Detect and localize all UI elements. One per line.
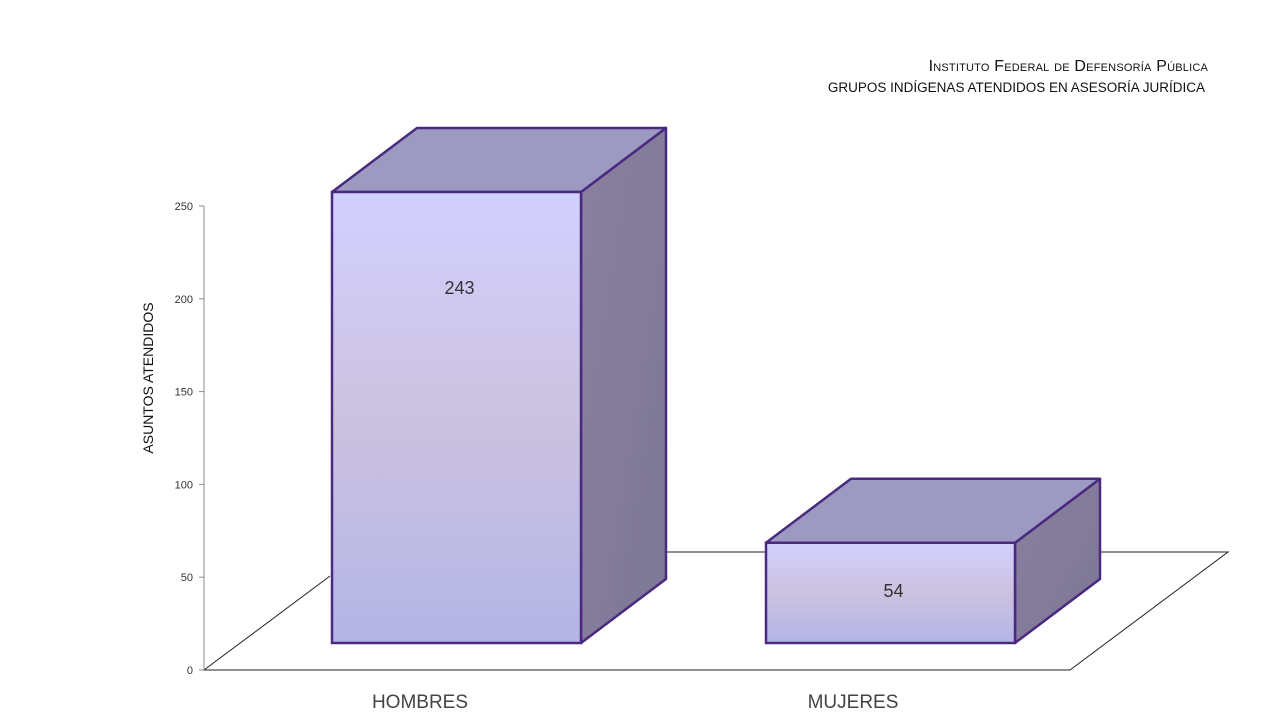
bar-front — [330, 190, 583, 645]
y-tick-label: 150 — [175, 387, 193, 399]
y-tick-label: 100 — [175, 479, 193, 491]
y-tick-label: 0 — [187, 665, 193, 677]
bar: 243 — [330, 126, 668, 645]
category-labels: HOMBRES MUJERES — [372, 692, 898, 713]
bars: 243 54 — [330, 126, 1102, 645]
chart-title: Instituto Federal de Defensoría Pública — [928, 58, 1208, 75]
chart-titles: Instituto Federal de Defensoría Pública … — [828, 58, 1208, 95]
bar-side — [579, 126, 668, 645]
y-tick-label: 50 — [181, 572, 193, 584]
y-tick-label: 200 — [175, 294, 193, 306]
chart-subtitle: GRUPOS INDÍGENAS ATENDIDOS EN ASESORÍA J… — [827, 80, 1205, 95]
y-axis: 0 50 100 150 200 250 — [175, 201, 205, 677]
bar-value-label: 243 — [444, 278, 474, 298]
floor-left-edge — [203, 575, 331, 671]
bar: 54 — [764, 477, 1102, 645]
bar-value-label: 54 — [883, 581, 903, 601]
x-category-label: HOMBRES — [372, 692, 468, 713]
y-tick-label: 250 — [175, 201, 193, 213]
x-category-label: MUJERES — [808, 692, 899, 713]
bar-front — [764, 541, 1017, 645]
